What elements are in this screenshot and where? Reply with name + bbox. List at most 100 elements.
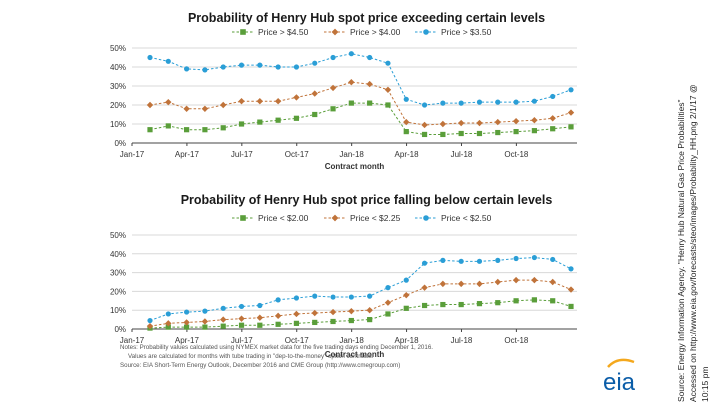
data-point (183, 105, 190, 112)
series-2 (146, 276, 575, 330)
data-point (550, 298, 556, 304)
data-point (567, 109, 575, 116)
data-point (421, 302, 428, 309)
x-tick-label: Apr-18 (395, 336, 420, 345)
data-point (367, 100, 373, 106)
legend-label: Price > $4.50 (258, 27, 309, 37)
data-point (476, 119, 483, 127)
series-3 (147, 254, 574, 324)
data-point (440, 257, 446, 263)
data-point (220, 316, 227, 323)
legend-entry: Price < $2.25 (324, 213, 401, 223)
y-tick-label: 0% (114, 139, 126, 148)
series-3 (147, 51, 574, 108)
data-point (495, 99, 501, 105)
data-point (440, 301, 446, 308)
x-tick-label: Jul-18 (451, 150, 473, 159)
data-point (165, 123, 171, 129)
data-point (367, 293, 373, 299)
y-tick-label: 50% (110, 231, 126, 240)
y-tick-label: 40% (110, 250, 126, 259)
series-line (149, 53, 572, 106)
data-point (165, 98, 172, 106)
legend-label: Price < $2.25 (350, 213, 401, 223)
data-point (165, 58, 171, 64)
data-point (494, 278, 501, 286)
legend-entry: Price > $4.50 (232, 27, 309, 37)
data-point (366, 80, 373, 88)
x-tick-label: Apr-17 (175, 150, 200, 159)
y-tick-label: 30% (110, 269, 126, 278)
data-point (202, 324, 208, 330)
x-axis-label: Contract month (325, 162, 385, 171)
data-point (238, 315, 245, 322)
data-point (568, 303, 574, 310)
data-point (513, 255, 519, 262)
data-point (440, 131, 446, 138)
data-point (531, 117, 538, 124)
data-point (476, 99, 483, 105)
data-point (549, 278, 556, 286)
note-line-2: Values are calculated for months with tu… (128, 353, 374, 360)
data-point (146, 101, 154, 109)
data-point (439, 280, 447, 288)
data-point (312, 319, 318, 326)
data-point (146, 322, 154, 330)
side-source: Source: Energy Information Agency. "Henr… (676, 84, 710, 402)
data-point (550, 93, 556, 100)
data-point (513, 129, 519, 135)
legend-label: Price > $4.00 (350, 27, 401, 37)
series-line (149, 102, 572, 135)
data-point (512, 276, 520, 284)
y-tick-label: 20% (110, 101, 126, 110)
x-tick-label: Apr-18 (395, 150, 420, 159)
data-point (311, 90, 318, 97)
data-point (330, 54, 336, 61)
series-1 (147, 297, 574, 331)
data-point (440, 100, 446, 106)
data-point (184, 66, 190, 72)
data-point (201, 105, 209, 112)
data-point (293, 115, 300, 121)
legend-label: Price < $2.50 (441, 213, 492, 223)
y-tick-label: 50% (110, 44, 126, 53)
legend-entry: Price < $2.50 (415, 213, 492, 223)
note-line-1: Notes: Probability values calculated usi… (120, 344, 433, 351)
data-point (403, 96, 409, 102)
data-point (458, 258, 464, 264)
data-point (476, 301, 483, 307)
data-point (421, 260, 428, 266)
data-point (274, 312, 282, 320)
legend-marker (331, 28, 339, 36)
data-point (403, 305, 409, 311)
data-point (385, 102, 391, 108)
eia-logo: eia (603, 358, 636, 396)
data-point (421, 131, 428, 138)
data-point (293, 310, 300, 318)
data-point (275, 297, 281, 303)
series-line (149, 81, 572, 126)
x-tick-label: Oct-17 (285, 150, 310, 159)
x-tick-label: Jan-18 (339, 150, 364, 159)
data-point (238, 322, 245, 328)
y-tick-label: 10% (110, 120, 126, 129)
y-tick-label: 10% (110, 306, 126, 315)
chart-title: Probability of Henry Hub spot price fall… (181, 193, 553, 207)
data-point (439, 120, 447, 128)
x-tick-label: Oct-17 (285, 336, 310, 345)
x-tick-label: Apr-17 (175, 336, 200, 345)
data-point (550, 126, 556, 132)
legend-entry: Price > $3.50 (415, 27, 492, 37)
data-point (220, 323, 226, 329)
y-tick-label: 30% (110, 82, 126, 91)
data-point (293, 94, 300, 101)
data-point (458, 100, 464, 106)
x-tick-label: Jan-17 (120, 150, 145, 159)
data-point (348, 51, 354, 57)
data-point (184, 309, 190, 315)
data-point (421, 284, 428, 291)
data-point (403, 118, 410, 126)
data-point (568, 87, 574, 93)
data-point (476, 130, 483, 137)
x-axis-label: Contract month (325, 350, 385, 359)
